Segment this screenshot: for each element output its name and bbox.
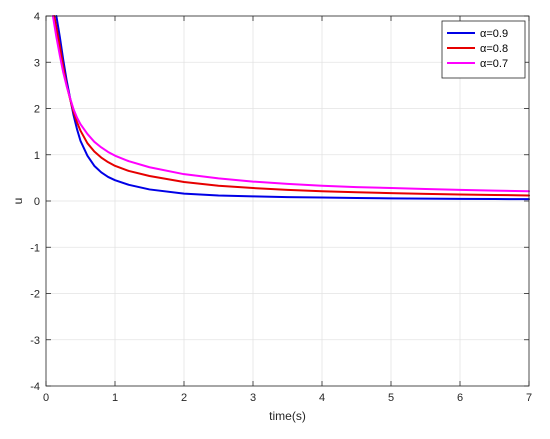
x-tick-label: 0 <box>43 392 49 404</box>
x-tick-label: 6 <box>457 392 463 404</box>
series-lines <box>51 15 530 201</box>
x-tick-label: 7 <box>526 392 532 404</box>
x-tick-label: 4 <box>319 392 325 404</box>
legend-box <box>441 20 526 79</box>
x-axis-title: time(s) <box>269 409 306 423</box>
legend-label-2: α=0.8 <box>480 43 508 55</box>
y-tick-label: -2 <box>30 289 40 301</box>
y-tick-label: 1 <box>34 150 40 162</box>
x-tick-label: 2 <box>181 392 187 404</box>
x-tick-label: 3 <box>250 392 256 404</box>
axis-ticks: 0 1 2 3 4 5 6 7 -4 -3 -2 -1 0 1 2 3 4 <box>30 11 532 404</box>
x-tick-label: 5 <box>388 392 394 404</box>
y-tick-label: -4 <box>30 381 40 393</box>
y-tick-label: 3 <box>34 57 40 69</box>
y-tick-label: 0 <box>34 196 40 208</box>
x-tick-label: 1 <box>112 392 118 404</box>
legend: α=0.9 α=0.8 α=0.7 <box>441 20 526 79</box>
y-tick-label: 4 <box>34 11 40 23</box>
y-tick-label: 2 <box>34 104 40 116</box>
y-tick-label: -1 <box>30 242 40 254</box>
series-line-3 <box>51 15 530 193</box>
y-axis-title: u <box>11 198 25 205</box>
y-tick-label: -3 <box>30 335 40 347</box>
legend-label-3: α=0.7 <box>480 58 508 70</box>
legend-label-1: α=0.9 <box>480 28 508 40</box>
